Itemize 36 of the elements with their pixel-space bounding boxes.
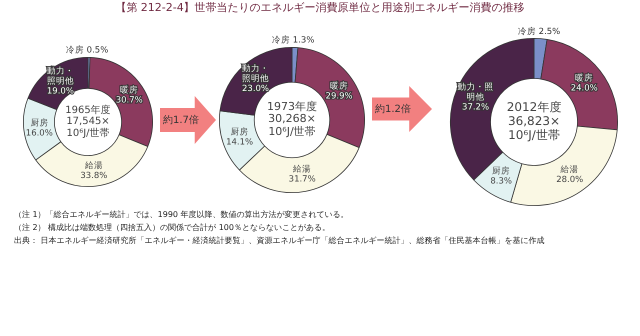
source-note: 出典： 日本エネルギー経済研究所「エネルギー・経済統計要覧」、資源エネルギー庁「総合エネルギー統計」、総務省「住民基本台帳」を基に作成 (14, 235, 545, 246)
slice-label: 動力・照明他 (458, 81, 494, 102)
data-label: 23.0% (242, 84, 270, 94)
slice-label: 冷房 2.5% (518, 26, 560, 37)
data-label: 30.7% (116, 96, 143, 106)
slice-label: 冷房 0.5% (66, 44, 108, 56)
slice-label: 給湯 (292, 163, 312, 174)
text: 約1.2倍 (375, 102, 411, 116)
slice-label: 給湯 (84, 160, 103, 171)
text: 1973年度 30,268× 10⁶J/世帯 (267, 100, 317, 138)
text: （注 2） 構成比は端数処理（四捨五入）の関係で合計が 100％とならないことがある。 (14, 222, 330, 233)
data-label: 31.7% (288, 174, 316, 184)
slice-label: 給湯 (560, 164, 579, 175)
data-label: 8.3% (490, 176, 512, 187)
slice-label: 暖房 (575, 72, 594, 84)
text: 約1.7倍 (163, 114, 199, 127)
text: 【第 212-2-4】世帯当たりのエネルギー消費原単位と用途別エネルギー消費の推移 (114, 0, 526, 15)
text: 1965年度 17,545× 10⁶J/世帯 (65, 104, 111, 138)
slice-label: 冷房 1.3% (272, 34, 314, 46)
slice-label: 厨房 (492, 166, 510, 177)
slice-label: 厨房 (230, 126, 249, 138)
slice-label: 暖房 (120, 84, 138, 96)
data-label: 37.2% (462, 102, 490, 112)
slice-label: 動力・照明他 (46, 66, 74, 87)
data-label: 19.0% (46, 86, 74, 97)
text: （注 1）「総合エネルギー統計」では、1990 年度以降、数値の算出方法が変更されている。 (14, 209, 349, 220)
slice-label: 厨房 (30, 117, 48, 128)
data-label: 14.1% (226, 137, 254, 148)
slice-label: 暖房 (330, 80, 348, 92)
data-label: 24.0% (570, 83, 598, 94)
data-label: 28.0% (556, 174, 584, 185)
slice-label: 動力・照明他 (242, 62, 270, 84)
data-label: 29.9% (326, 91, 353, 102)
text: 2012年度 36,823× 10⁶J/世帯 (506, 100, 562, 142)
data-label: 33.8% (80, 170, 108, 181)
data-label: 16.0% (26, 128, 53, 138)
